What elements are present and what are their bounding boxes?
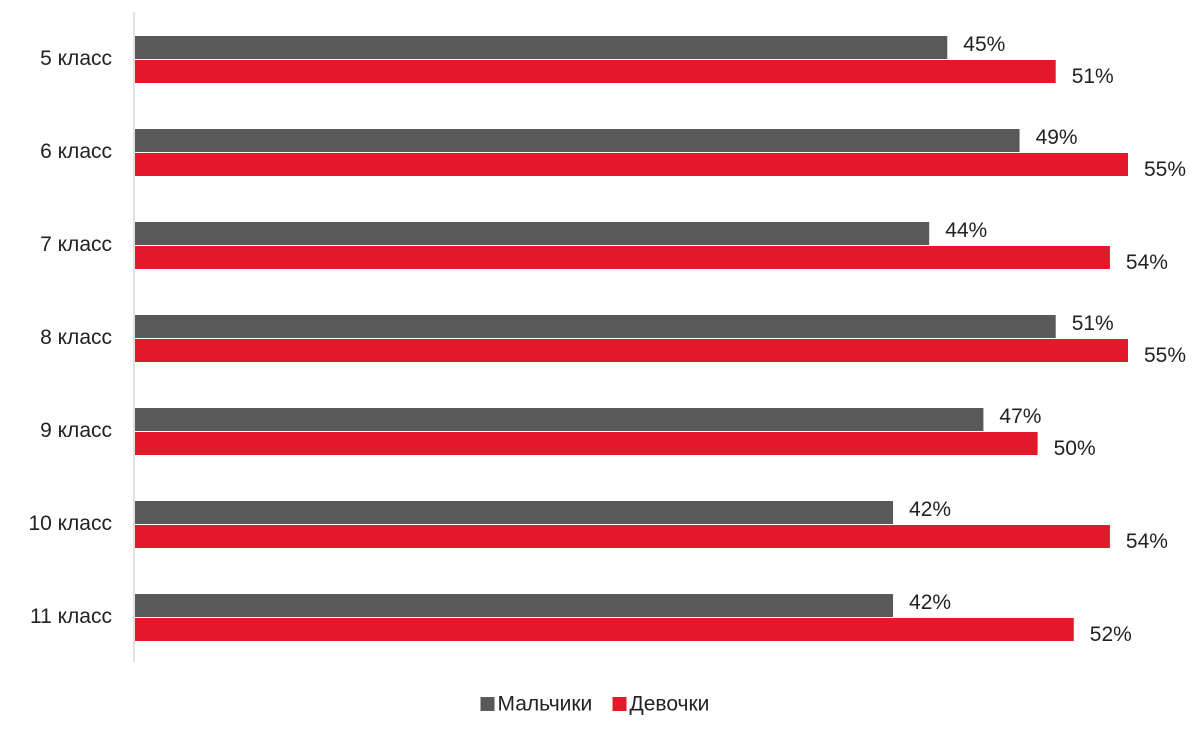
- data-label: 49%: [1036, 126, 1078, 149]
- data-label: 45%: [963, 33, 1005, 56]
- legend-label: Девочки: [630, 693, 710, 716]
- category-label: 7 класс: [40, 233, 112, 256]
- bar-girls: [135, 525, 1110, 548]
- data-label: 51%: [1072, 312, 1114, 335]
- data-label: 42%: [909, 591, 951, 614]
- data-label: 44%: [945, 219, 987, 242]
- data-label: 54%: [1126, 530, 1168, 553]
- legend-label: Мальчики: [498, 693, 593, 716]
- category-label: 5 класс: [40, 47, 112, 70]
- bar-girls: [135, 246, 1110, 269]
- bar-boys: [135, 129, 1020, 152]
- data-label: 54%: [1126, 251, 1168, 274]
- bar-girls: [135, 60, 1056, 83]
- data-label: 42%: [909, 498, 951, 521]
- bar-girls: [135, 432, 1038, 455]
- bar-boys: [135, 594, 894, 617]
- bar-boys: [135, 222, 930, 245]
- bar-boys: [135, 315, 1056, 338]
- category-label: 8 класс: [40, 326, 112, 349]
- legend: Мальчики Девочки: [480, 693, 710, 716]
- bar-girls: [135, 339, 1128, 362]
- bar-girls: [135, 618, 1074, 641]
- category-label: 9 класс: [40, 419, 112, 442]
- bar-boys: [135, 408, 984, 431]
- category-label: 11 класс: [30, 605, 112, 628]
- data-label: 47%: [999, 405, 1041, 428]
- legend-swatch-girls: [612, 697, 627, 711]
- data-label: 55%: [1144, 344, 1186, 367]
- data-label: 50%: [1054, 437, 1096, 460]
- data-label: 55%: [1144, 158, 1186, 181]
- bar-girls: [135, 153, 1128, 176]
- bar-boys: [135, 36, 948, 59]
- category-label: 10 класс: [28, 512, 112, 535]
- data-label: 52%: [1090, 623, 1132, 646]
- legend-swatch-boys: [480, 697, 495, 711]
- bar-boys: [135, 501, 894, 524]
- category-label: 6 класс: [40, 140, 112, 163]
- data-label: 51%: [1072, 65, 1114, 88]
